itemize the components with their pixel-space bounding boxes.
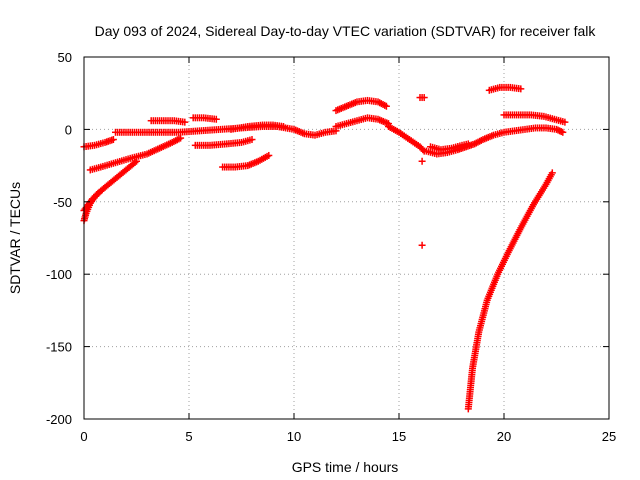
x-axis-label: GPS time / hours: [292, 459, 399, 475]
y-tick-label: -100: [46, 267, 72, 282]
x-tick-label: 10: [287, 429, 301, 444]
data-point: [177, 134, 185, 142]
data-point: [464, 140, 472, 148]
data-point: [419, 146, 427, 154]
data-point: [212, 115, 220, 123]
data-point: [382, 102, 390, 110]
chart-title: Day 093 of 2024, Sidereal Day-to-day VTE…: [95, 23, 597, 39]
y-tick-label: -50: [53, 195, 72, 210]
plot-frame: [83, 56, 610, 420]
x-tick-label: 20: [497, 429, 511, 444]
y-tick-label: -200: [46, 412, 72, 427]
axis-ticks: 0 5 10 15 20 25 50 0 -50 -100 -150 -200: [46, 50, 616, 444]
data-point: [181, 118, 189, 126]
data-point: [517, 85, 525, 93]
data-point: [95, 189, 103, 197]
data-point: [248, 136, 256, 144]
data-point: [420, 94, 428, 102]
data-point: [548, 169, 556, 177]
x-tick-label: 25: [602, 429, 616, 444]
x-tick-label: 15: [392, 429, 406, 444]
data-points: [80, 83, 569, 413]
data-point: [561, 118, 569, 126]
data-point: [109, 136, 117, 144]
y-axis-label: SDTVAR / TECUs: [7, 182, 23, 294]
x-tick-label: 0: [80, 429, 87, 444]
data-point: [93, 191, 101, 199]
data-point: [265, 151, 273, 159]
x-tick-label: 5: [185, 429, 192, 444]
y-tick-label: -150: [46, 340, 72, 355]
y-tick-label: 50: [58, 50, 72, 65]
data-point: [418, 241, 426, 249]
data-point: [280, 123, 287, 131]
data-point: [559, 128, 567, 136]
data-point: [418, 157, 426, 165]
y-tick-label: 0: [65, 122, 72, 137]
grid-lines: [84, 57, 609, 419]
